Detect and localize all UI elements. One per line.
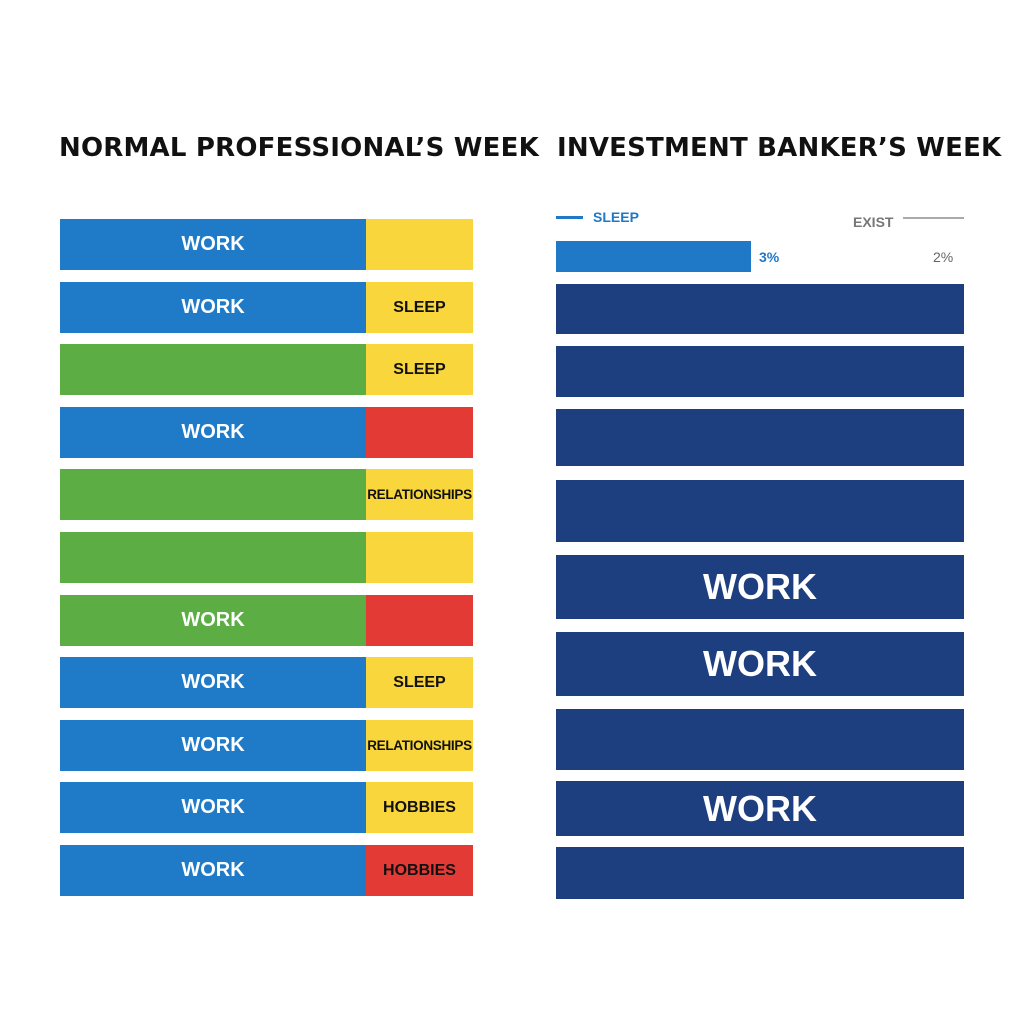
- banker-work-bar: WORK: [556, 781, 964, 836]
- normal-week-side-segment: RELATIONSHIPS: [366, 469, 473, 520]
- normal-week-row: WORK: [60, 219, 473, 270]
- sleep-legend-label: SLEEP: [593, 209, 639, 225]
- normal-week-row: [60, 532, 473, 583]
- normal-week-main-segment: WORK: [60, 282, 366, 333]
- sleep-bar: [556, 241, 751, 272]
- normal-week-main-segment: WORK: [60, 219, 366, 270]
- normal-week-row: WORK HOBBIES: [60, 845, 473, 896]
- banker-work-bar: [556, 409, 964, 466]
- sleep-legend-line: [556, 216, 583, 219]
- banker-work-bar: [556, 709, 964, 770]
- normal-week-side-segment: RELATIONSHIPS: [366, 720, 473, 771]
- normal-week-row: WORK: [60, 407, 473, 458]
- normal-week-side-segment: HOBBIES: [366, 782, 473, 833]
- normal-week-main-segment: [60, 469, 366, 520]
- exist-legend-line: [903, 217, 964, 219]
- normal-week-row: WORK SLEEP: [60, 657, 473, 708]
- normal-week-side-segment: SLEEP: [366, 282, 473, 333]
- normal-week-main-segment: WORK: [60, 720, 366, 771]
- exist-percent-label: 2%: [933, 249, 954, 265]
- normal-week-row: WORK HOBBIES: [60, 782, 473, 833]
- banker-week-title: INVESTMENT BANKER’S WEEK: [557, 133, 1002, 163]
- normal-week-main-segment: WORK: [60, 782, 366, 833]
- banker-work-bar: WORK: [556, 555, 964, 619]
- normal-week-side-segment: [366, 407, 473, 458]
- normal-week-row: WORK: [60, 595, 473, 646]
- normal-week-title: NORMAL PROFESSIONAL’S WEEK: [59, 133, 539, 163]
- normal-week-row: WORK SLEEP: [60, 282, 473, 333]
- exist-legend-label: EXIST: [853, 214, 894, 230]
- normal-week-main-segment: WORK: [60, 657, 366, 708]
- normal-week-main-segment: WORK: [60, 595, 366, 646]
- normal-week-main-segment: WORK: [60, 845, 366, 896]
- normal-week-row: SLEEP: [60, 344, 473, 395]
- normal-week-side-segment: [366, 219, 473, 270]
- banker-work-bar: [556, 346, 964, 397]
- normal-week-side-segment: [366, 595, 473, 646]
- banker-work-bar: [556, 480, 964, 542]
- normal-week-main-segment: [60, 532, 366, 583]
- normal-week-side-segment: SLEEP: [366, 344, 473, 395]
- banker-work-bar: WORK: [556, 632, 964, 696]
- normal-week-main-segment: [60, 344, 366, 395]
- normal-week-side-segment: [366, 532, 473, 583]
- normal-week-row: WORK RELATIONSHIPS: [60, 720, 473, 771]
- sleep-percent-label: 3%: [759, 249, 780, 265]
- normal-week-side-segment: SLEEP: [366, 657, 473, 708]
- banker-work-bar: [556, 847, 964, 899]
- banker-work-bar: [556, 284, 964, 334]
- normal-week-main-segment: WORK: [60, 407, 366, 458]
- normal-week-row: RELATIONSHIPS: [60, 469, 473, 520]
- normal-week-side-segment: HOBBIES: [366, 845, 473, 896]
